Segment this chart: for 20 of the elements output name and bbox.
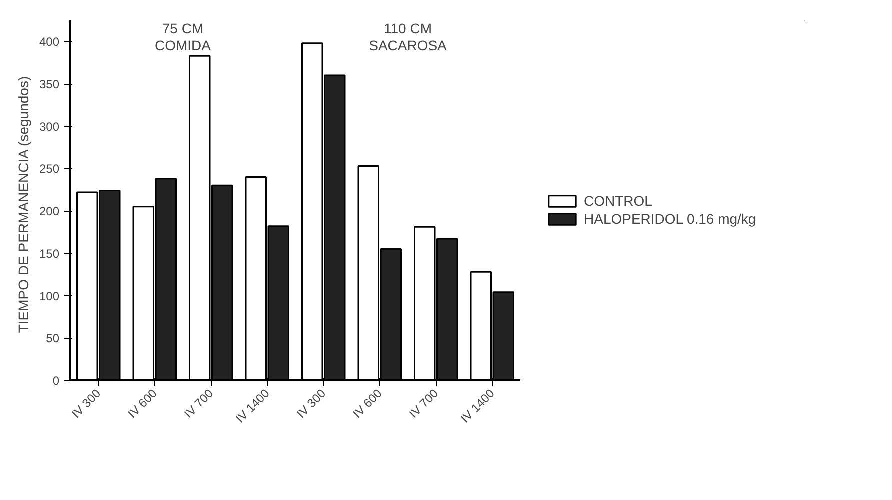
y-tick-label: 300: [39, 120, 60, 134]
legend-label: CONTROL: [584, 193, 652, 209]
y-tick-label: 0: [52, 374, 60, 388]
x-tick-label: IV 700: [406, 386, 442, 421]
legend-label: HALOPERIDOL 0.16 mg/kg: [584, 211, 756, 227]
y-tick-label: 150: [39, 246, 60, 261]
x-tick-label: IV 300: [69, 386, 104, 421]
y-tick-label: 350: [39, 78, 60, 92]
x-tick-label: IV 700: [182, 386, 216, 421]
y-axis-title: TIEMPO DE PERMANENCIA (segundos): [15, 76, 32, 334]
annotation: 110 CM SACAROSA: [369, 20, 448, 54]
x-tick-label: IV 600: [350, 386, 386, 421]
y-tick-label: 400: [39, 35, 60, 50]
y-tick-label: 200: [39, 204, 60, 219]
x-tick-label: IV 600: [125, 386, 160, 421]
y-tick-label: 50: [46, 332, 60, 346]
annotation: 75 CM COMIDA: [155, 20, 212, 54]
y-tick-label: 100: [39, 289, 60, 304]
x-tick-label: IV 300: [294, 386, 329, 421]
y-tick-label: 250: [39, 162, 60, 176]
